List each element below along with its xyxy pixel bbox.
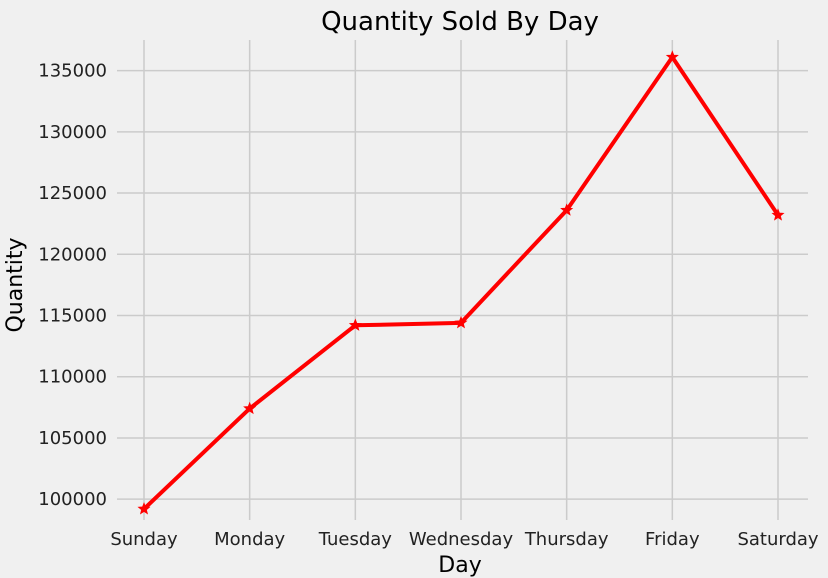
x-tick-label: Tuesday [318, 529, 393, 550]
data-point-marker [137, 502, 151, 515]
data-point-marker [560, 203, 574, 216]
series-layer [137, 50, 785, 515]
y-axis-ticks: 100000 105000 110000 115000 120000 125000 1300… [38, 61, 107, 511]
y-axis-title: Quantity [3, 237, 28, 332]
data-point-marker [243, 401, 257, 415]
y-tick-label: 115000 [38, 306, 107, 327]
grid [117, 40, 808, 520]
chart-title: Quantity Sold By Day [321, 7, 599, 37]
data-point-marker [348, 318, 362, 331]
y-tick-label: 110000 [38, 367, 107, 388]
y-tick-label: 120000 [38, 244, 107, 265]
x-tick-label: Saturday [737, 529, 818, 550]
y-tick-label: 135000 [38, 61, 107, 82]
y-tick-label: 100000 [38, 489, 107, 510]
data-point-marker [771, 208, 785, 221]
x-tick-label: Wednesday [409, 529, 514, 550]
x-axis-title: Day [438, 553, 481, 578]
x-tick-label: Monday [214, 529, 285, 550]
y-tick-label: 130000 [38, 122, 107, 143]
x-axis-ticks: Sunday Monday Tuesday Wednesday Thursday Frid… [110, 529, 819, 550]
x-tick-label: Friday [645, 529, 700, 550]
y-tick-label: 105000 [38, 428, 107, 449]
data-point-marker [665, 50, 679, 63]
data-point-marker [454, 316, 468, 329]
x-tick-label: Thursday [524, 529, 609, 550]
y-tick-label: 125000 [38, 183, 107, 204]
x-tick-label: Sunday [110, 529, 178, 550]
